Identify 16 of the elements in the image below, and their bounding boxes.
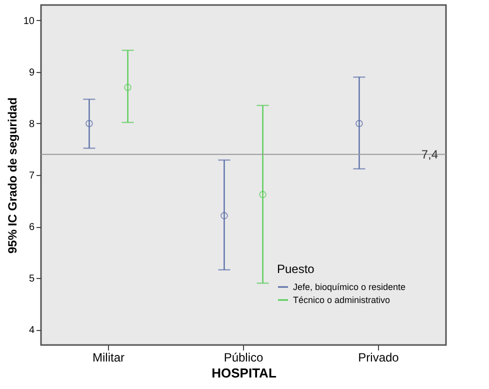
y-tick-label: 6 xyxy=(28,222,35,234)
legend-label: Jefe, bioquímico o residente xyxy=(293,282,406,292)
x-tick-label: Militar xyxy=(92,350,124,364)
y-tick-label: 8 xyxy=(28,118,35,130)
legend-title: Puesto xyxy=(277,262,315,276)
y-tick-label: 10 xyxy=(23,16,35,27)
x-axis-title: HOSPITAL xyxy=(212,366,276,380)
ref-line-label: 7,4 xyxy=(421,147,438,162)
x-tick-label: Privado xyxy=(358,350,400,364)
y-tick-label: 7 xyxy=(28,170,35,182)
y-axis-title: 95% IC Grado de seguridad xyxy=(5,97,20,254)
y-tick-label: 9 xyxy=(28,67,35,78)
legend-label: Técnico o administrativo xyxy=(293,295,390,305)
y-tick-label: 5 xyxy=(28,274,35,285)
y-tick-label: 4 xyxy=(28,325,35,336)
x-tick-label: Público xyxy=(224,350,264,364)
